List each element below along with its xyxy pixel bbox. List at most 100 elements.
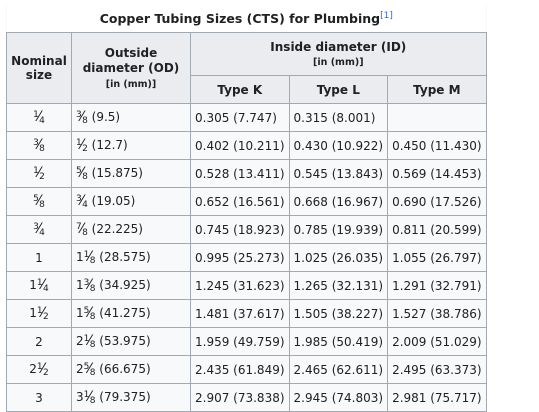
od-mm: (9.5) — [91, 110, 121, 124]
nominal-size-cell: 3⁄8 — [6, 131, 72, 160]
od-inches-whole: 3 — [76, 390, 84, 404]
type-k-cell: 0.528 (13.411) — [190, 159, 290, 188]
od-inches-denominator: 8 — [89, 340, 96, 350]
nominal-size-numerator: 1 — [33, 110, 39, 120]
nominal-size-whole: 2 — [35, 334, 43, 349]
nominal-size-numerator: 3 — [33, 138, 39, 148]
nominal-size-numerator: 1 — [36, 362, 43, 372]
nominal-size-whole: 1 — [29, 278, 37, 292]
nominal-size-numerator: 1 — [33, 166, 39, 176]
type-l-cell: 1.025 (26.035) — [288, 243, 389, 272]
reference-link[interactable]: [1] — [380, 10, 393, 21]
type-m-cell: 0.811 (20.599) — [387, 215, 487, 244]
od-inches-denominator: 8 — [89, 396, 96, 406]
outside-diameter-cell: 3⁄4 (19.05) — [71, 187, 191, 216]
type-k-cell: 0.402 (10.211) — [190, 131, 290, 160]
nominal-size: 1⁄4 — [33, 109, 45, 126]
od-inches: 31⁄8 — [76, 389, 96, 406]
outside-diameter-header: Outside diameter (OD) [in (mm)] — [71, 32, 191, 104]
nominal-size-cell: 11⁄4 — [6, 271, 72, 300]
od-inches-slash: ⁄ — [80, 165, 84, 181]
type-l-cell: 0.545 (13.843) — [288, 159, 389, 188]
table-row: 2 21⁄8 (53.975) 1.959 (49.759) 1.985 (50.41… — [6, 327, 487, 356]
table-caption: Copper Tubing Sizes (CTS) for Plumbing[1… — [6, 4, 487, 33]
od-inches-whole: 1 — [76, 306, 84, 320]
nominal-size-denominator: 8 — [39, 144, 45, 154]
type-m-cell: 0.569 (14.453) — [387, 159, 487, 188]
od-inches-denominator: 8 — [82, 116, 88, 126]
od-inches-whole: 2 — [76, 362, 84, 376]
nominal-size-cell: 11⁄2 — [6, 299, 72, 328]
type-m-cell: 2.009 (51.029) — [387, 327, 487, 356]
table-row: 3⁄4 7⁄8 (22.225) 0.745 (18.923) 0.785 (19.9… — [6, 215, 487, 244]
type-m-cell: 2.495 (63.373) — [387, 355, 487, 384]
od-inches: 3⁄4 — [76, 193, 88, 210]
nominal-size-denominator: 2 — [42, 368, 49, 378]
type-m-cell: 2.981 (75.717) — [387, 383, 487, 412]
type-k-cell: 1.481 (37.617) — [190, 299, 290, 328]
od-inches-numerator: 5 — [76, 166, 82, 176]
od-unit: [in (mm)] — [105, 79, 157, 90]
nominal-size: 11⁄2 — [29, 305, 49, 322]
nominal-size-whole: 2 — [29, 362, 37, 376]
od-inches-denominator: 8 — [89, 284, 96, 294]
type-l-cell: 2.465 (62.611) — [288, 355, 389, 384]
od-inches-whole: 1 — [76, 278, 84, 292]
od-inches-whole: 2 — [76, 334, 84, 348]
nominal-size-cell: 1⁄4 — [6, 103, 72, 132]
od-mm: (15.875) — [91, 166, 143, 180]
type-k-cell: 0.995 (25.273) — [190, 243, 290, 272]
od-mm: (19.05) — [91, 194, 136, 208]
od-inches-denominator: 8 — [89, 256, 96, 266]
outside-diameter-cell: 25⁄8 (66.675) — [71, 355, 191, 384]
od-inches-numerator: 1 — [76, 138, 82, 148]
type-k-header: Type K — [190, 75, 290, 104]
nominal-size-cell: 3 — [6, 383, 72, 412]
type-l-cell: 1.505 (38.227) — [288, 299, 389, 328]
outside-diameter-cell: 11⁄8 (28.575) — [71, 243, 191, 272]
type-m-header: Type M — [387, 75, 487, 104]
nominal-size-cell: 3⁄4 — [6, 215, 72, 244]
nominal-size: 3⁄8 — [33, 137, 45, 154]
od-inches-numerator: 1 — [83, 334, 90, 344]
type-l-cell: 0.315 (8.001) — [288, 103, 389, 132]
type-m-cell: 1.055 (26.797) — [387, 243, 487, 272]
nominal-size-slash: ⁄ — [37, 193, 41, 209]
type-l-cell: 0.430 (10.922) — [288, 131, 389, 160]
nominal-size: 21⁄2 — [29, 361, 49, 378]
outside-diameter-cell: 5⁄8 (15.875) — [71, 159, 191, 188]
od-inches-numerator: 3 — [76, 110, 82, 120]
od-inches: 25⁄8 — [76, 361, 95, 378]
od-inches-numerator: 5 — [83, 306, 90, 316]
nominal-size-whole: 1 — [35, 250, 43, 265]
nominal-size-cell: 1⁄2 — [6, 159, 72, 188]
type-k-cell: 1.245 (31.623) — [190, 271, 290, 300]
type-m-cell: 1.527 (38.786) — [387, 299, 487, 328]
nominal-size: 11⁄4 — [29, 277, 48, 294]
outside-diameter-cell: 13⁄8 (34.925) — [71, 271, 191, 300]
od-inches: 1⁄2 — [76, 137, 88, 154]
type-k-cell: 2.907 (73.838) — [190, 383, 290, 412]
nominal-size: 3 — [35, 391, 43, 405]
nominal-size-numerator: 3 — [33, 222, 39, 232]
type-m-cell: 0.450 (11.430) — [387, 131, 487, 160]
od-mm: (28.575) — [99, 250, 151, 264]
nominal-size-numerator: 5 — [33, 194, 39, 204]
type-l-cell: 0.668 (16.967) — [288, 187, 389, 216]
nominal-size-cell: 5⁄8 — [6, 187, 72, 216]
od-inches-slash: ⁄ — [80, 193, 84, 209]
od-inches-whole: 1 — [76, 250, 84, 264]
table-row: 11⁄4 13⁄8 (34.925) 1.245 (31.623) 1.265 (32… — [6, 271, 487, 300]
nominal-size: 1⁄2 — [33, 165, 45, 182]
table-row: 1⁄2 5⁄8 (15.875) 0.528 (13.411) 0.545 (13.8… — [6, 159, 487, 188]
nominal-size-denominator: 4 — [39, 116, 45, 126]
nominal-size-slash: ⁄ — [37, 165, 41, 181]
od-inches-denominator: 2 — [82, 144, 88, 154]
od-mm: (66.675) — [99, 362, 151, 376]
od-mm: (12.7) — [91, 138, 128, 152]
nominal-size-denominator: 2 — [42, 312, 49, 322]
nominal-size-whole: 1 — [29, 306, 37, 320]
type-l-cell: 0.785 (19.939) — [288, 215, 389, 244]
nominal-size-slash: ⁄ — [37, 109, 41, 125]
nominal-size-slash: ⁄ — [37, 221, 41, 237]
